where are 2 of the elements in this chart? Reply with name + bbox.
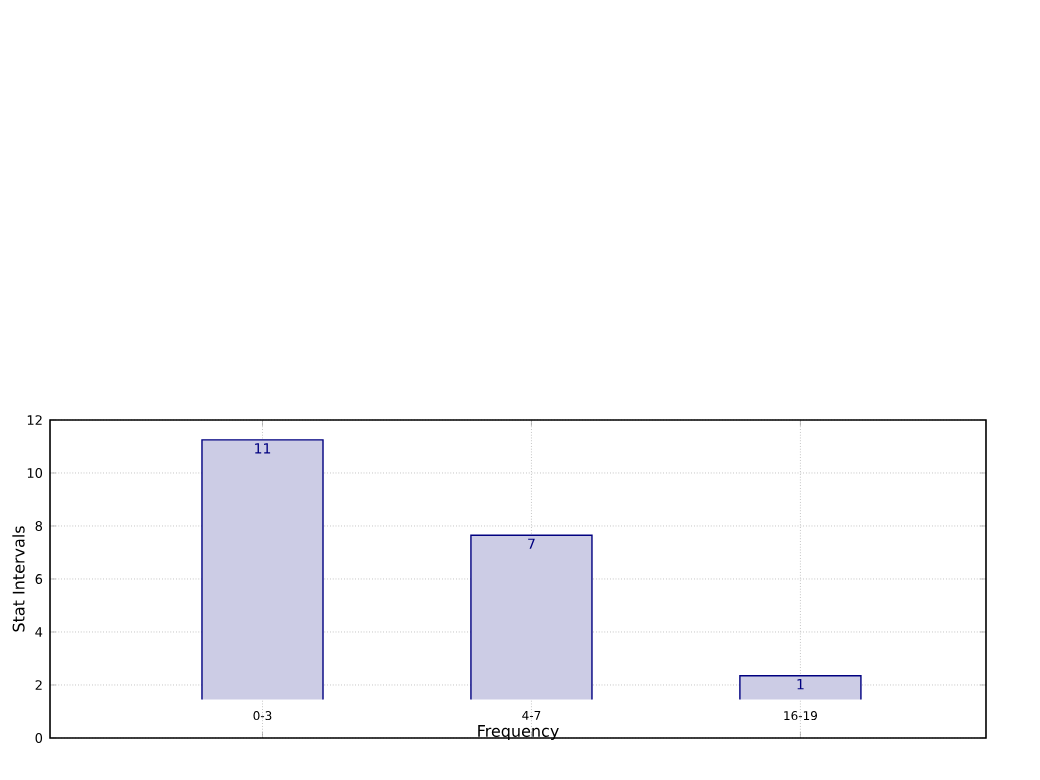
x-axis-title: Frequency — [478, 725, 559, 741]
y-axis-title: Stat Intervals — [12, 526, 25, 632]
